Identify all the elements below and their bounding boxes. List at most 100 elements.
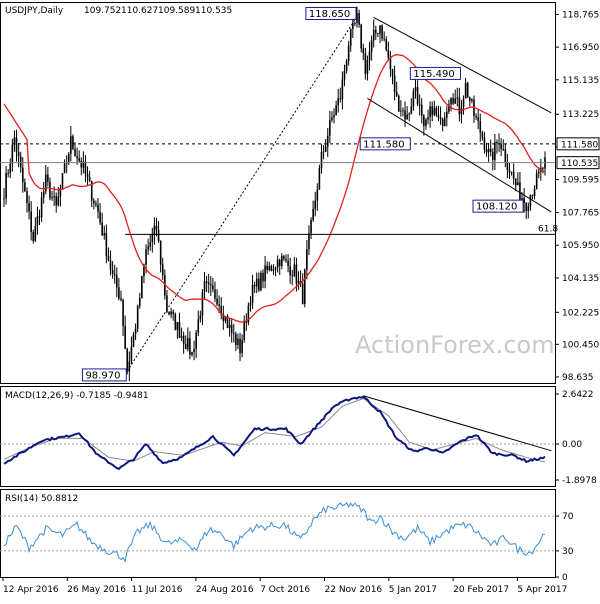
candle-body <box>151 234 154 243</box>
callout-box <box>305 7 357 21</box>
price-tick-label: 118.765 <box>562 10 599 20</box>
macd-tick-label: 2.6422 <box>562 390 594 400</box>
macd-tick-label: -1.8978 <box>562 476 597 486</box>
candle-body <box>67 153 70 163</box>
candle-body <box>178 321 181 338</box>
candle-body <box>168 311 170 315</box>
candle-body <box>17 152 20 157</box>
candle-body <box>320 151 323 168</box>
price-tick-label: 113.225 <box>562 110 599 120</box>
candle-body <box>166 295 168 312</box>
candle-body <box>134 328 137 334</box>
candle-body <box>115 275 118 288</box>
candle-body <box>521 198 523 201</box>
price-marker-label: 110.535 <box>561 159 598 169</box>
candle-body <box>141 276 143 299</box>
candle-body <box>184 343 187 350</box>
candle-body <box>429 106 431 118</box>
candle-body <box>460 107 463 115</box>
candle-body <box>427 117 429 120</box>
candle-body <box>51 197 53 199</box>
rsi-line <box>3 501 546 563</box>
candle-body <box>11 144 14 164</box>
candle-body <box>209 284 212 286</box>
candle-body <box>379 25 381 34</box>
candle-body <box>101 222 103 236</box>
candle-body <box>30 211 32 232</box>
sma-line <box>3 54 546 323</box>
candle-body <box>469 97 471 101</box>
candle-body <box>90 181 93 201</box>
candle-body <box>272 269 275 271</box>
candle-body <box>237 338 239 346</box>
candle-body <box>402 110 404 112</box>
candle-body <box>523 198 525 203</box>
candle-body <box>395 92 398 97</box>
rsi-pane-frame <box>0 489 556 578</box>
candle-body <box>446 111 448 118</box>
candle-body <box>15 137 18 153</box>
candle-body <box>113 274 116 276</box>
callout-box <box>472 199 524 213</box>
candle-body <box>253 284 256 287</box>
candle-body <box>97 204 99 212</box>
candle-body <box>111 270 114 275</box>
candle-body <box>243 320 246 341</box>
candle-body <box>7 172 9 174</box>
candle-body <box>364 53 367 74</box>
candle-body <box>308 233 310 250</box>
candle-body <box>19 156 22 168</box>
candle-body <box>95 203 97 205</box>
candle-body <box>180 335 183 338</box>
candle-body <box>53 196 55 198</box>
candle-body <box>368 51 371 61</box>
candle-body <box>406 114 408 120</box>
candle-body <box>301 283 304 305</box>
candle-body <box>306 249 308 270</box>
candle-body <box>222 314 225 321</box>
candle-body <box>485 149 488 153</box>
candle-body <box>70 136 72 154</box>
candle-body <box>220 306 223 315</box>
candle-body <box>145 249 147 265</box>
candle-body <box>161 264 164 276</box>
candle-body <box>76 156 78 159</box>
callout-box <box>409 66 461 80</box>
candle-body <box>24 182 26 192</box>
candle-body <box>383 38 385 40</box>
candle-body <box>232 333 235 334</box>
candle-body <box>375 29 377 34</box>
candle-body <box>214 289 216 299</box>
candle-body <box>187 338 189 350</box>
candle-body <box>172 311 174 314</box>
candle-body <box>174 313 177 330</box>
candle-body <box>443 117 446 127</box>
rsi-tick-label: 70 <box>562 512 574 522</box>
candle-body <box>314 200 317 209</box>
candle-body <box>226 316 229 328</box>
candle-body <box>326 135 329 147</box>
x-tick-label: 22 Nov 2016 <box>325 585 383 595</box>
candle-body <box>120 298 122 300</box>
candle-body <box>164 275 166 296</box>
candle-body <box>514 178 517 186</box>
candle-body <box>358 13 360 25</box>
candle-body <box>496 141 498 144</box>
candle-body <box>207 282 210 285</box>
candle-body <box>260 272 262 291</box>
candle-body <box>312 208 314 220</box>
candle-body <box>504 149 507 163</box>
candle-body <box>262 272 264 282</box>
candle-body <box>462 98 465 108</box>
candle-body <box>203 281 206 292</box>
candle-body <box>193 348 195 353</box>
candle-body <box>291 275 294 277</box>
candle-body <box>88 177 91 182</box>
candle-body <box>59 188 62 197</box>
candle-body <box>329 119 331 136</box>
candle-body <box>404 110 406 120</box>
ohlc-open: 109.752 <box>84 6 121 16</box>
candle-body <box>533 189 536 197</box>
candle-body <box>47 174 49 182</box>
candle-body <box>132 333 135 347</box>
